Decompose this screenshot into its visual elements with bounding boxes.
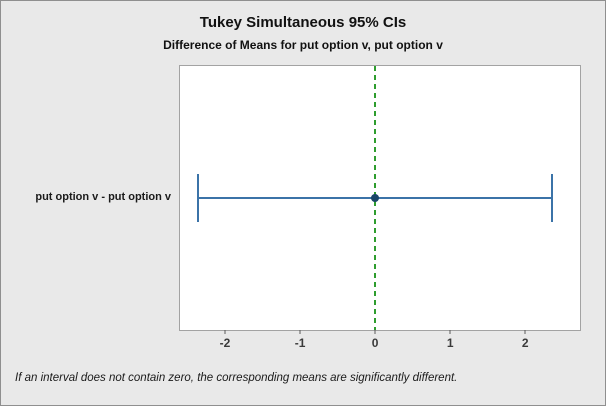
ci-cap-right [551,174,554,222]
x-tick-mark [449,330,451,334]
plot-area: -2 -1 0 1 2 [179,65,581,350]
x-tick-mark [224,330,226,334]
chart-title: Tukey Simultaneous 95% CIs [199,14,407,31]
ci-center-point [371,194,380,202]
x-tick-mark [374,330,376,334]
y-axis-category-label: put option v - put option v [35,191,171,203]
footnote: If an interval does not contain zero, th… [15,372,458,384]
x-tick-label: -1 [294,336,306,350]
chart-subtitle: Difference of Means for put option v, pu… [163,38,443,52]
x-tick-label: 1 [446,336,454,350]
x-tick-mark [299,330,301,334]
ci-cap-left [197,174,199,222]
x-tick-label: 2 [521,336,529,350]
x-tick-label: 0 [371,336,379,350]
x-tick-mark [524,330,526,334]
x-tick-label: -2 [219,336,231,350]
